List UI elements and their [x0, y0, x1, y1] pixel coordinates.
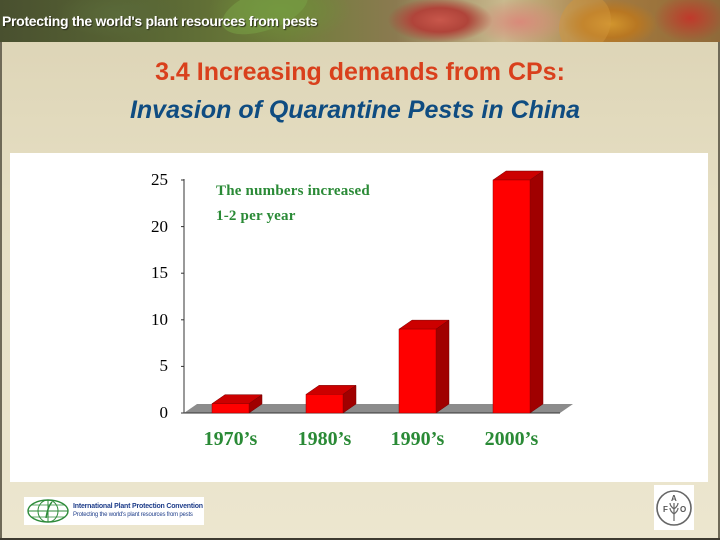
slide-frame-left [0, 42, 2, 540]
ippc-title: International Plant Protection Conventio… [73, 503, 203, 510]
fao-letter-f: F [663, 505, 668, 514]
chart-panel [10, 153, 708, 482]
ippc-subtitle: Protecting the world's plant resources f… [73, 512, 193, 518]
fao-wheat-emblem-icon: F A O [656, 489, 692, 526]
fao-logo: F A O [654, 485, 694, 530]
ippc-logo: International Plant Protection Conventio… [24, 497, 204, 525]
fao-letter-a: A [671, 494, 677, 503]
slide-frame-right [718, 42, 720, 540]
banner-tagline: Protecting the world's plant resources f… [2, 13, 318, 29]
slide-frame-bottom [0, 538, 720, 540]
banner-flower-decoration [549, 0, 621, 42]
slide-subtitle: Invasion of Quarantine Pests in China [129, 96, 581, 124]
fao-letter-o: O [680, 505, 686, 514]
globe-icon [27, 499, 69, 523]
slide-title: 3.4 Increasing demands from CPs: [155, 58, 565, 86]
header-banner: Protecting the world's plant resources f… [0, 0, 720, 42]
